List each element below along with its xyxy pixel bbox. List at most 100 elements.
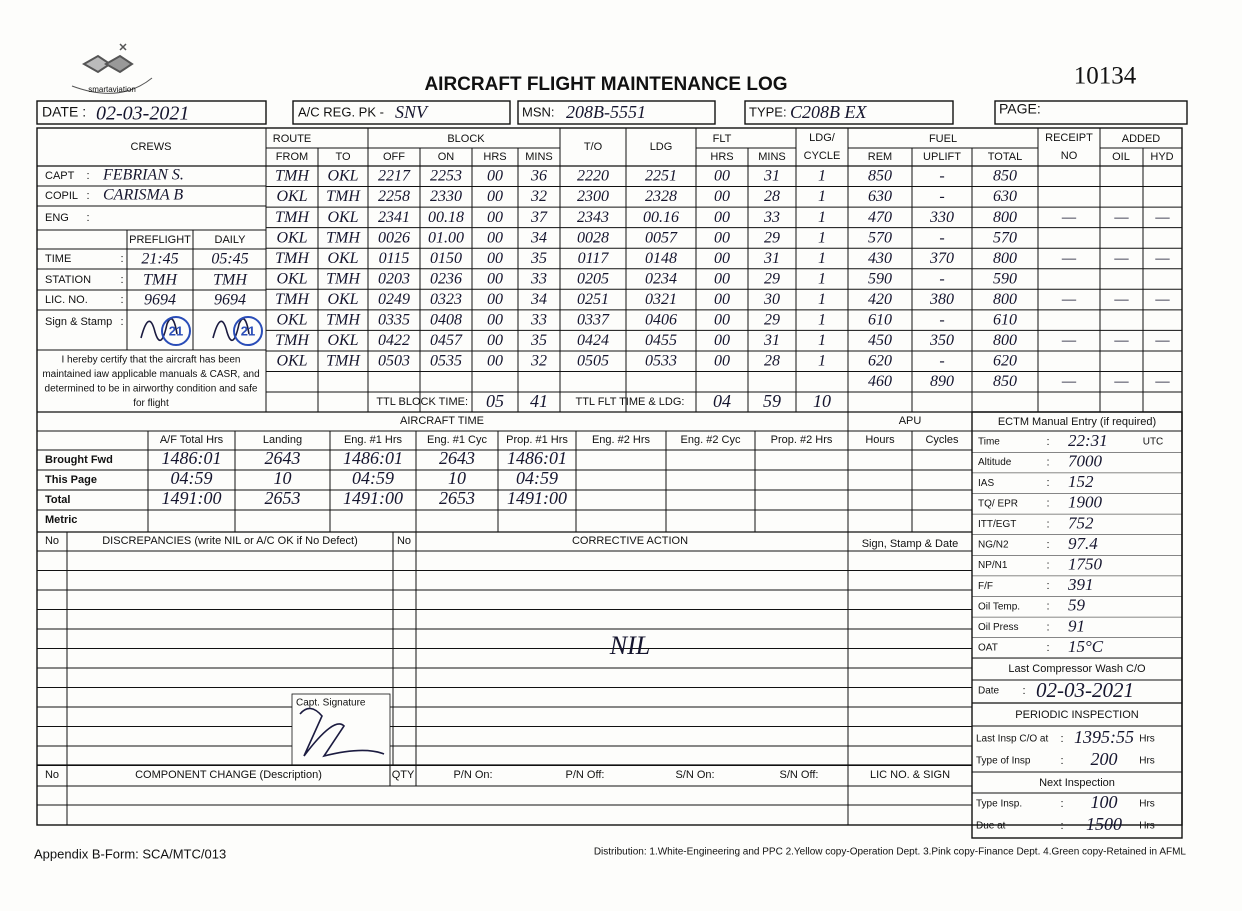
flight-entry: 35 [530, 250, 547, 267]
ectm-label: Altitude [978, 457, 1012, 468]
fuel-entry: 800 [993, 291, 1017, 308]
flight-entry: 1 [818, 353, 826, 370]
flight-entry: 0424 [577, 332, 609, 349]
flight-entry: 00.18 [428, 209, 464, 226]
crew-name: CARISMA B [103, 187, 183, 204]
label: FROM [276, 151, 308, 163]
ectm-label: F/F [978, 581, 993, 592]
flight-entry: 00 [714, 270, 730, 287]
fuel-entry: 330 [929, 209, 954, 226]
row-label: Metric [45, 514, 77, 526]
unit: Hrs [1139, 821, 1155, 832]
fuel-entry: — [1113, 332, 1129, 349]
fuel-entry: — [1113, 373, 1129, 390]
field-label: DATE : [42, 104, 86, 120]
time-value: 10 [448, 468, 466, 488]
action-entry: NIL [609, 631, 650, 660]
field-label: MSN: [522, 104, 555, 119]
field-value: 208B-5551 [566, 102, 646, 122]
ectm-value: 97.4 [1068, 534, 1098, 553]
fuel-entry: 630 [993, 188, 1017, 205]
flight-entry: 29 [764, 312, 780, 329]
inspection-label: Last Insp C/O at [976, 734, 1048, 745]
total-value: 59 [763, 391, 781, 411]
flight-entry: 00 [487, 168, 503, 185]
separator: : [86, 190, 89, 202]
crew-label: CAPT [45, 170, 75, 182]
form-title: AIRCRAFT FLIGHT MAINTENANCE LOG [424, 74, 787, 95]
column-header: QTY [392, 769, 415, 781]
separator: : [1046, 457, 1049, 469]
flight-entry: 36 [530, 168, 547, 185]
inspection-label: Type of Insp [976, 756, 1031, 767]
flight-entry: OKL [327, 291, 358, 308]
flight-entry: 1 [818, 312, 826, 329]
check-value: 9694 [144, 292, 176, 309]
label: UPLIFT [923, 151, 961, 163]
ectm-value: 1750 [1068, 555, 1103, 574]
label: TOTAL [988, 151, 1022, 163]
ectm-label: ITT/EGT [978, 519, 1016, 530]
signature [140, 318, 178, 342]
flight-entry: 00 [487, 229, 503, 246]
ectm-value: 752 [1068, 513, 1094, 532]
flight-entry: 0028 [577, 229, 609, 246]
flight-entry: 00 [714, 332, 730, 349]
column-header: Hours [865, 434, 895, 446]
flight-entry: 0335 [378, 312, 410, 329]
separator: : [1046, 580, 1049, 592]
separator: : [1060, 733, 1063, 745]
section-title: APU [899, 415, 922, 427]
label: Sign, Stamp & Date [862, 538, 959, 550]
separator: : [1046, 518, 1049, 530]
flight-entry: 1 [818, 209, 826, 226]
separator: : [1046, 621, 1049, 633]
flight-entry: 0406 [645, 312, 677, 329]
flight-entry: 1 [818, 168, 826, 185]
fuel-entry: 350 [929, 332, 954, 349]
flight-entry: 0117 [578, 250, 610, 267]
separator: : [1060, 820, 1063, 832]
flight-entry: 30 [763, 291, 780, 308]
label: OIL [1112, 151, 1130, 163]
label: TO [335, 151, 351, 163]
fuel-entry: — [1154, 209, 1170, 226]
flight-entry: 0236 [430, 270, 462, 287]
unit: Hrs [1139, 756, 1155, 767]
flight-entry: 00 [487, 353, 503, 370]
flight-entry: 1 [818, 332, 826, 349]
time-value: 2653 [265, 488, 301, 508]
fuel-entry: 570 [868, 229, 892, 246]
flight-entry: 0057 [645, 229, 678, 246]
unit: UTC [1143, 437, 1164, 448]
separator: : [1046, 642, 1049, 654]
column-header: P/N Off: [566, 769, 605, 781]
fuel-entry: 630 [868, 188, 892, 205]
flight-entry: OKL [327, 250, 358, 267]
time-value: 2643 [439, 448, 475, 468]
flight-entry: 0026 [378, 229, 410, 246]
flight-entry: 00 [487, 291, 503, 308]
field-value: 02-03-2021 [96, 103, 189, 125]
certification: determined to be in airworthy condition … [45, 384, 258, 395]
flight-entry: 00 [714, 291, 730, 308]
fuel-entry: — [1113, 291, 1129, 308]
flight-entry: 0535 [430, 353, 462, 370]
flight-entry: 00 [487, 332, 503, 349]
column-header: A/F Total Hrs [160, 434, 224, 446]
separator: : [1046, 539, 1049, 551]
time-value: 04:59 [171, 468, 213, 488]
flight-entry: 31 [763, 332, 780, 349]
flight-entry: 0115 [379, 250, 410, 267]
ectm-label: Time [978, 437, 1000, 448]
time-value: 1491:00 [343, 488, 403, 508]
flight-entry: 0408 [430, 312, 462, 329]
flight-entry: 29 [764, 270, 780, 287]
fuel-entry: 850 [868, 168, 892, 185]
flight-entry: 0455 [645, 332, 677, 349]
flight-entry: 31 [763, 168, 780, 185]
ectm-value: 1900 [1068, 493, 1103, 512]
flight-entry: 35 [530, 332, 547, 349]
signature-label: Capt. Signature [296, 698, 366, 709]
flight-entry: 37 [530, 209, 548, 226]
